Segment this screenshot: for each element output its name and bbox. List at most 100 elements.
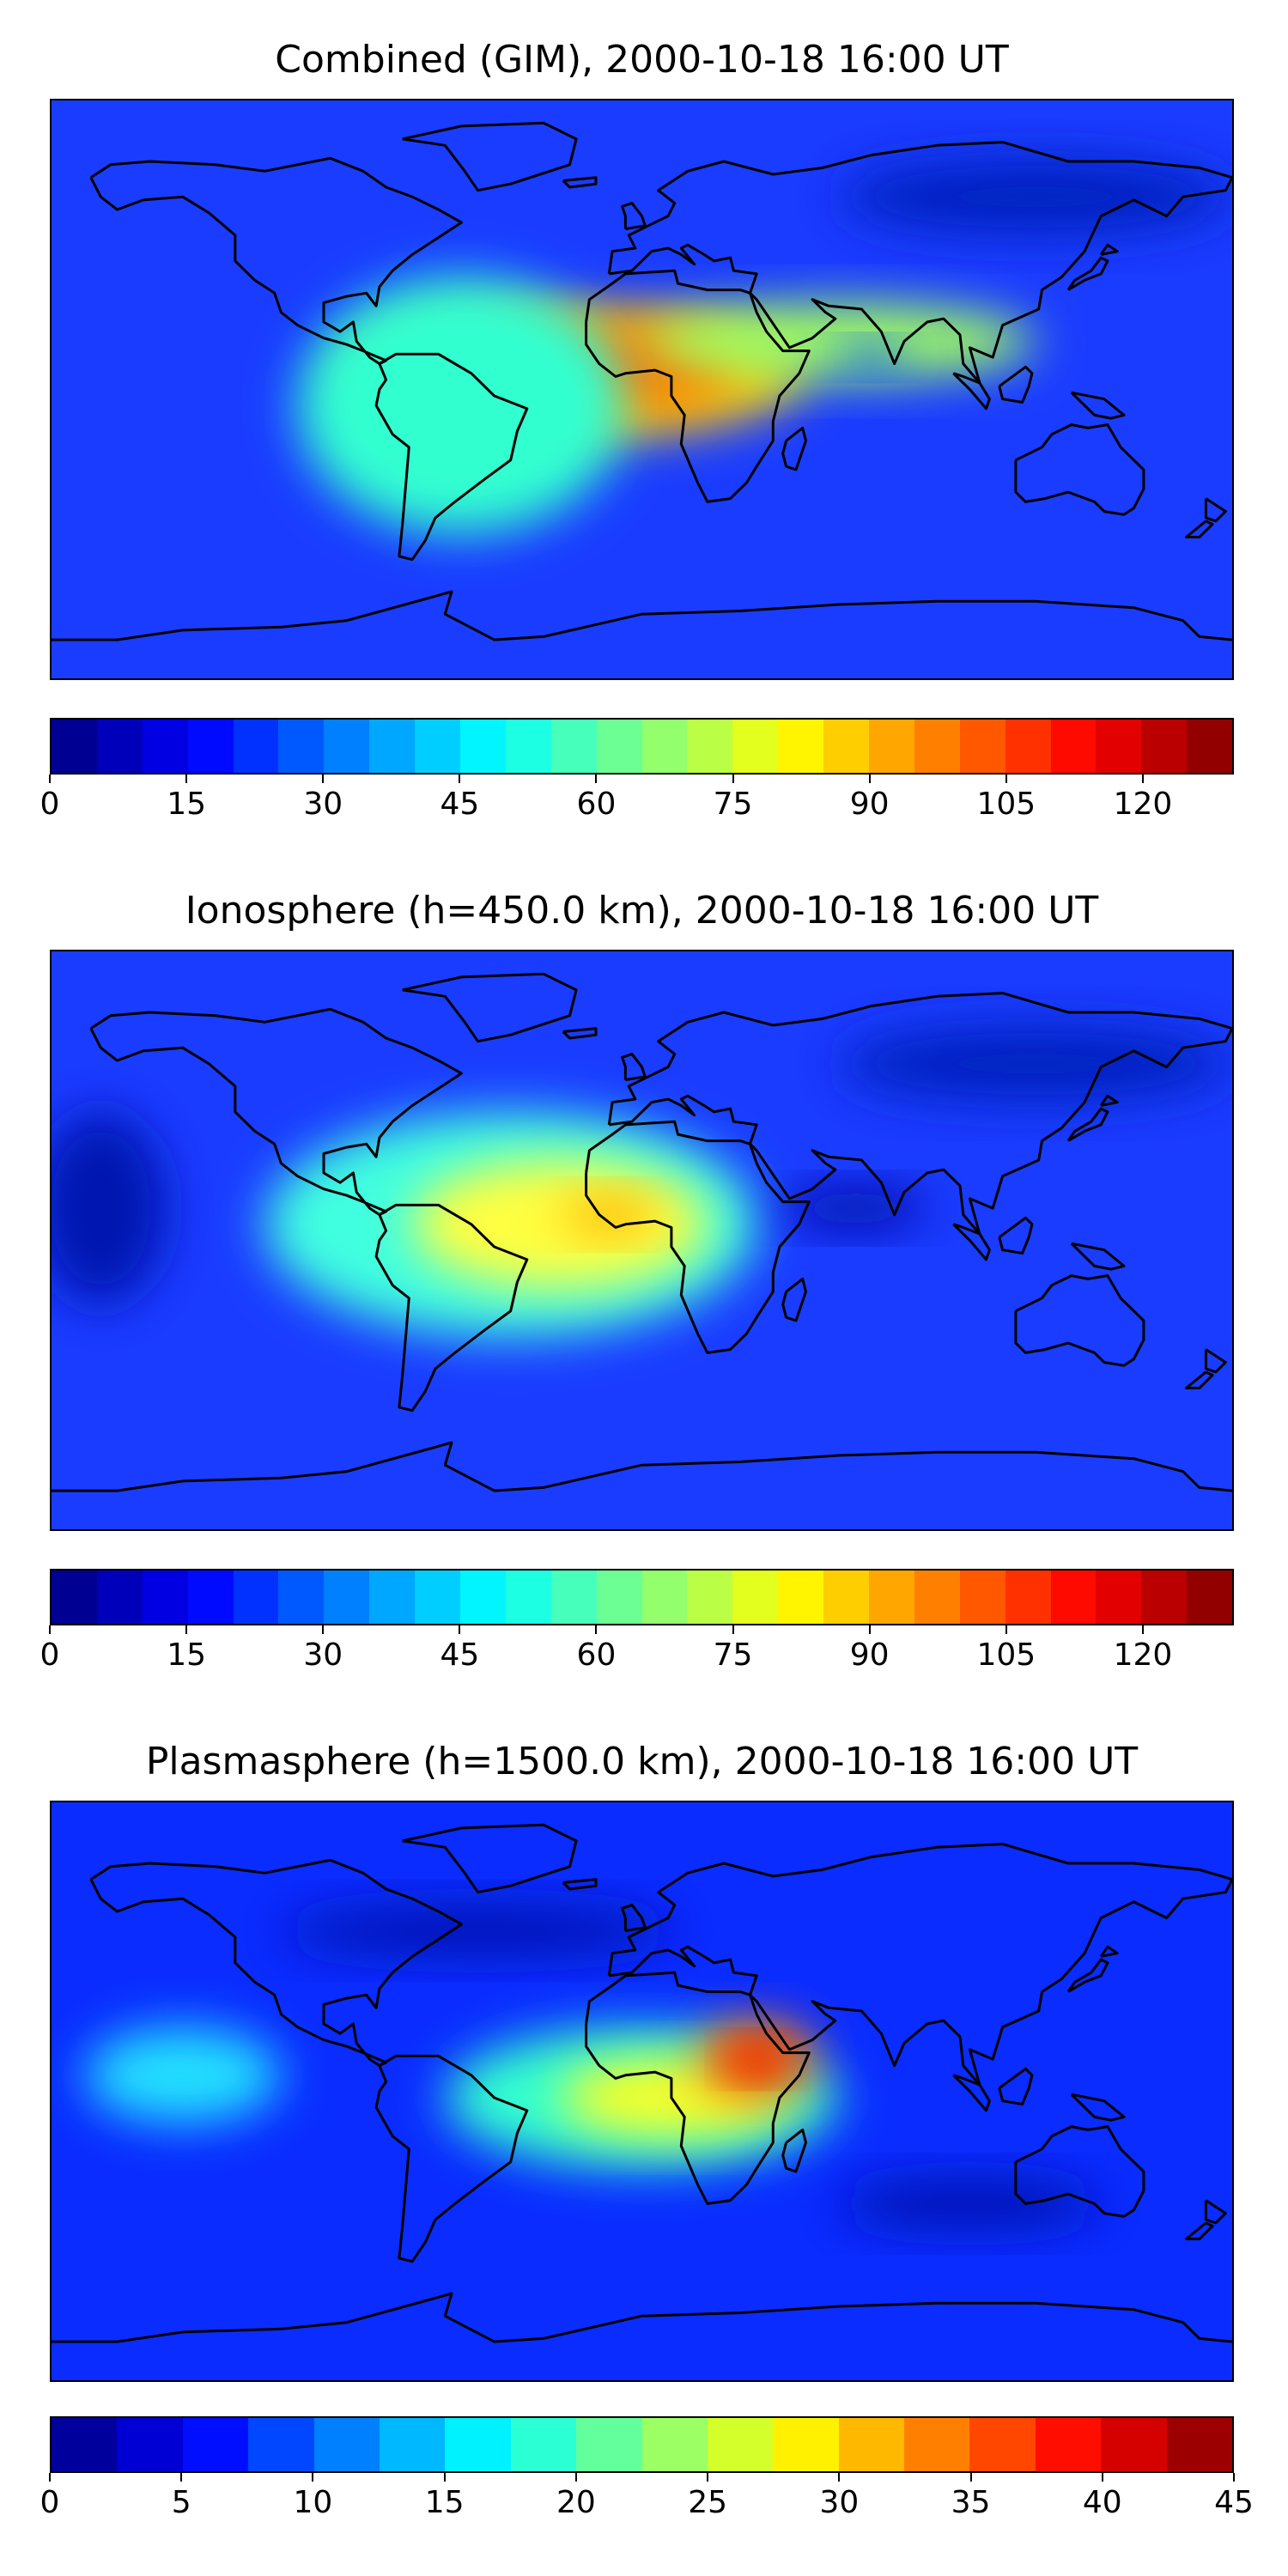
colorbar-level [596, 720, 642, 773]
colorbar-level [187, 720, 234, 773]
panel-title-plasmasphere: Plasmasphere (h=1500.0 km), 2000-10-18 1… [145, 1740, 1139, 1783]
colorbar-level [445, 2418, 511, 2471]
colorbar-level [510, 2418, 577, 2471]
colorbar-level [278, 720, 325, 773]
colorbar-level [823, 720, 870, 773]
field-region-5 [838, 1024, 1232, 1103]
colorbar-level [550, 1571, 597, 1624]
colorbar-tick [1101, 2473, 1103, 2482]
colorbar-level [460, 720, 506, 773]
colorbar-tick-label: 40 [1082, 2485, 1122, 2520]
colorbar-tick-label: 0 [39, 2485, 60, 2520]
coastlines [52, 972, 1232, 1492]
colorbar-tick-label: 15 [167, 1637, 207, 1673]
coastline-segment [562, 1027, 598, 1040]
colorbar-level [324, 720, 370, 773]
colorbar-level [233, 720, 279, 773]
colorbar-level [415, 720, 461, 773]
colorbar-level [313, 2418, 380, 2471]
coastline-segment [621, 1053, 647, 1082]
field-region-3 [832, 344, 911, 371]
map-combined [50, 99, 1234, 680]
field-region-0 [84, 2026, 282, 2123]
field-region-2 [641, 302, 1036, 380]
colorbar-level [904, 2418, 970, 2471]
coastline-segment [52, 590, 1232, 641]
coastline-segment [52, 1441, 1232, 1492]
colorbar-tick [595, 1625, 598, 1634]
colorbar-tick-label: 30 [303, 1637, 343, 1673]
colorbar-tick-label: 120 [1113, 1637, 1173, 1673]
field-region-6 [838, 2178, 1102, 2230]
colorbar-level [707, 2418, 774, 2471]
colorbar-tick [1233, 2473, 1235, 2482]
colorbar-level [460, 1571, 506, 1624]
colorbar-level [248, 2418, 314, 2471]
colorbar-tick [1005, 1625, 1007, 1634]
colorbar-level [641, 2418, 708, 2471]
map-svg [52, 1802, 1232, 2380]
coastline-segment [781, 2128, 807, 2173]
colorbar-tick [49, 1625, 51, 1634]
coastline-segment [402, 1823, 578, 1894]
colorbar-level [187, 1571, 234, 1624]
colorbar-tick [732, 1625, 734, 1634]
coastline-segment [1014, 1274, 1145, 1367]
colorbar-level [969, 2418, 1036, 2471]
coastline-segment [1066, 256, 1109, 291]
colorbar-tick [180, 2473, 183, 2482]
colorbar-tick [185, 775, 188, 783]
colorbar-level [641, 720, 688, 773]
field-region-2 [560, 1195, 659, 1235]
colorbar-level [1141, 1571, 1188, 1624]
colorbar-level [1141, 720, 1188, 773]
colorbar-level [914, 1571, 960, 1624]
colorbar-tick-label: 45 [1214, 2485, 1254, 2520]
colorbar-tick [574, 2473, 577, 2482]
colorbar-ticks-plasmasphere: 0 5 10 15 20 25 30 35 40 45 [40, 2473, 1254, 2524]
coastline-segment [1070, 1242, 1126, 1271]
colorbar-level [687, 720, 733, 773]
coastline-segment [52, 2292, 1232, 2343]
colorbar-tick-label: 15 [424, 2485, 465, 2520]
colorbar-level [687, 1571, 733, 1624]
colorbar-level [1166, 2418, 1232, 2471]
colorbar-level [596, 1571, 642, 1624]
colorbar-level [1096, 1571, 1142, 1624]
colorbar-tick [1141, 775, 1144, 783]
field-region-4 [297, 276, 626, 534]
colorbar-tick [707, 2473, 709, 2482]
colorbar-level [182, 2418, 249, 2471]
colorbar-tick [49, 2473, 51, 2482]
colorbar-plasmasphere [50, 2416, 1234, 2473]
coastline-segment [607, 141, 1232, 385]
colorbar-level [1187, 720, 1232, 773]
colorbar-tick-label: 35 [951, 2485, 991, 2520]
coastline-segment [1099, 243, 1119, 256]
colorbar-level [52, 720, 97, 773]
coastline-segment [585, 1971, 811, 2205]
coastline-segment [89, 156, 463, 366]
coastline-segment [621, 202, 647, 231]
panel-title-combined: Combined (GIM), 2000-10-18 16:00 UT [275, 38, 1009, 82]
colorbar-ticks-combined: 0 15 30 45 60 75 90 105 120 [40, 775, 1234, 826]
coastline-segment [952, 1223, 991, 1261]
colorbar-tick [969, 2473, 972, 2482]
colorbar-tick [868, 775, 871, 783]
colorbar-level [1187, 1571, 1232, 1624]
colorbar-tick-label: 30 [303, 787, 343, 822]
colorbar-ticks-ionosphere: 0 15 30 45 60 75 90 105 120 [40, 1625, 1234, 1677]
colorbar-tick [838, 2473, 841, 2482]
colorbar-tick-label: 15 [167, 787, 207, 822]
colorbar-level [959, 720, 1005, 773]
colorbar-level [369, 720, 416, 773]
colorbar-level [117, 2418, 183, 2471]
coastline-segment [1204, 497, 1227, 523]
colorbar-level [1096, 720, 1142, 773]
coastline-segment [1185, 1370, 1214, 1389]
coastline-segment [1204, 2199, 1227, 2225]
colorbar-level [550, 720, 597, 773]
map-plasmasphere [50, 1801, 1234, 2382]
coastline-segment [1204, 1348, 1227, 1374]
colorbar-ionosphere [50, 1569, 1234, 1625]
